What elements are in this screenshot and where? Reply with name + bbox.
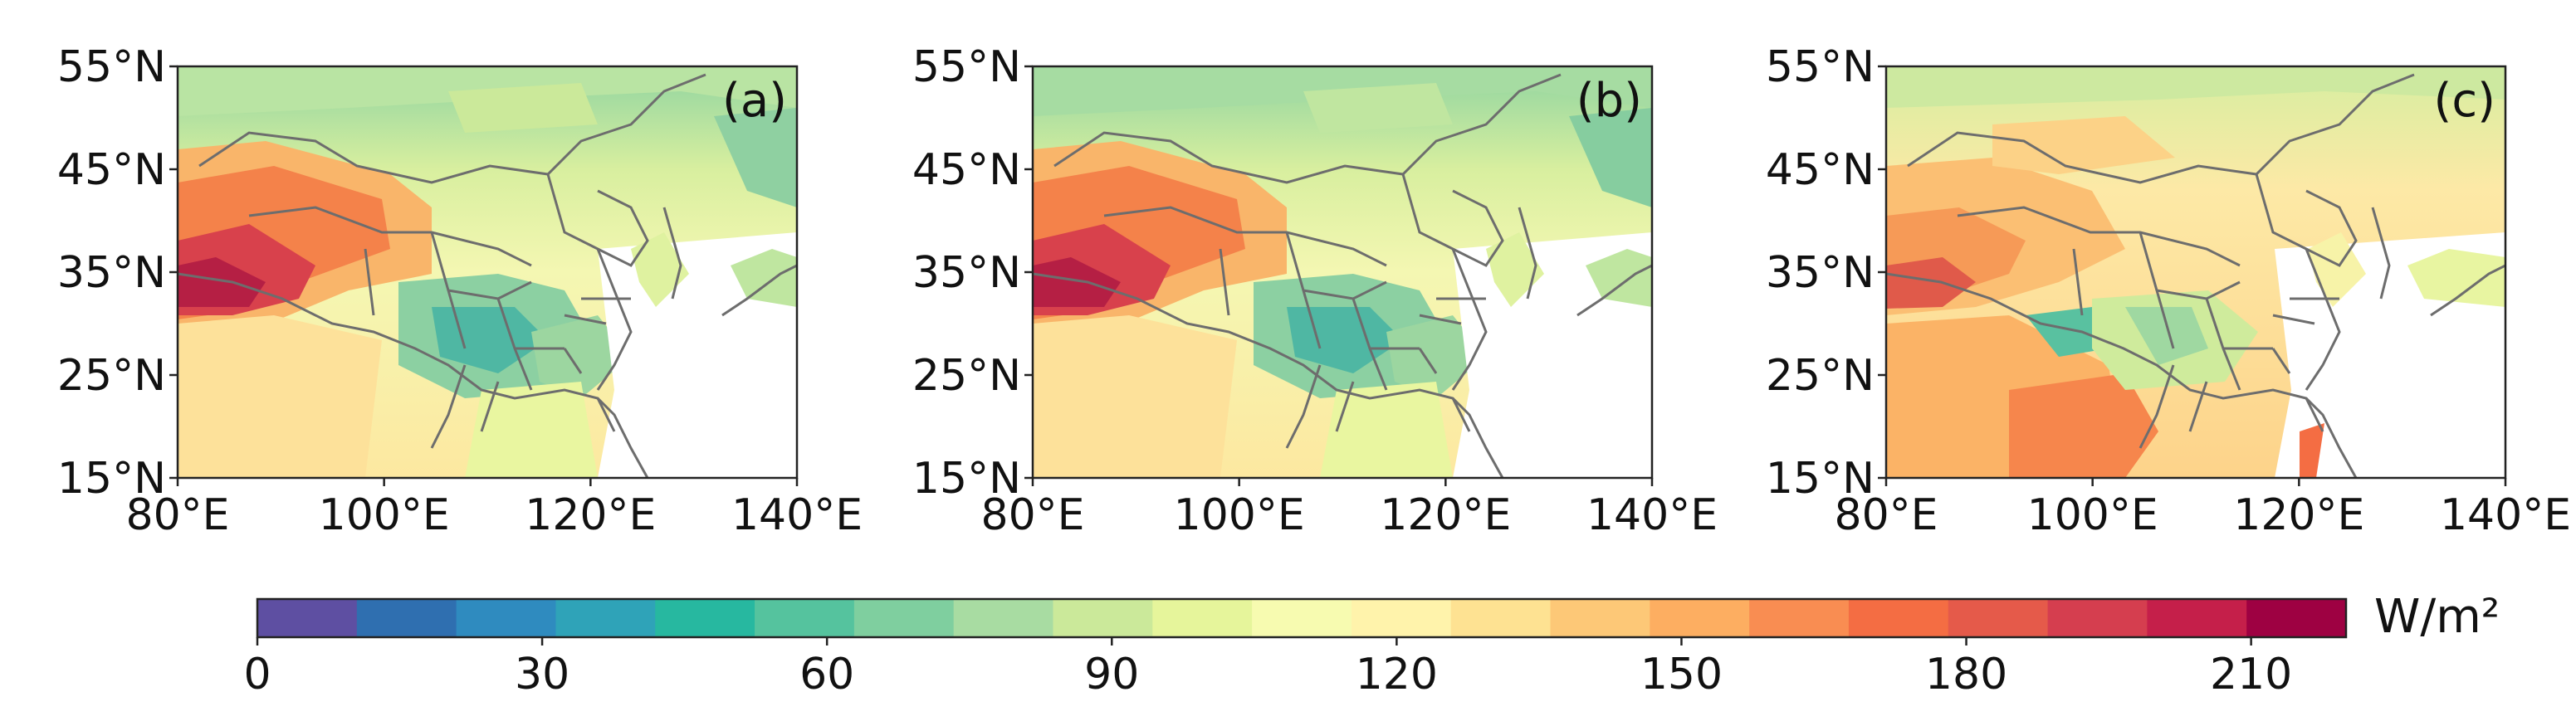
- colorbar-segment: [1650, 599, 1750, 637]
- lon-tick-label-a: 100°E: [319, 490, 450, 540]
- colorbar-segment: [1749, 599, 1850, 637]
- lat-tick-label-b: 55°N: [912, 42, 1021, 92]
- lat-tick-label-c: 15°N: [1766, 454, 1875, 504]
- colorbar-segment: [1550, 599, 1650, 637]
- lon-tick-label-b: 140°E: [1586, 490, 1718, 540]
- lon-tick-label-b: 80°E: [980, 490, 1084, 540]
- colorbar-segment: [755, 599, 855, 637]
- lon-tick-label-b: 100°E: [1174, 490, 1305, 540]
- lat-tick-label-a: 35°N: [57, 248, 166, 298]
- colorbar-segment: [853, 599, 955, 637]
- lon-tick-label-a: 120°E: [525, 490, 656, 540]
- map-panel-b: [1031, 65, 1654, 480]
- lat-tick-label-a: 55°N: [57, 42, 166, 92]
- colorbar-tick-label: 0: [243, 650, 271, 699]
- colorbar-segment: [1053, 599, 1153, 637]
- colorbar-tick-label: 60: [799, 650, 854, 699]
- colorbar-tick-label: 210: [2210, 650, 2292, 699]
- map-panel-a: [176, 65, 799, 480]
- colorbar-segment: [1252, 599, 1352, 637]
- lat-tick-label-c: 25°N: [1766, 351, 1875, 401]
- lat-tick-label-a: 25°N: [57, 351, 166, 401]
- colorbar-segment: [1948, 599, 2049, 637]
- colorbar-segment: [1848, 599, 1949, 637]
- colorbar-segment: [1152, 599, 1253, 637]
- colorbar-tick-label: 150: [1640, 650, 1723, 699]
- colorbar-segment: [655, 599, 755, 637]
- colorbar-tick-label: 180: [1925, 650, 2007, 699]
- colorbar-tick-label: 30: [515, 650, 569, 699]
- lat-tick-label-b: 15°N: [912, 454, 1021, 504]
- lat-tick-label-b: 35°N: [912, 248, 1021, 298]
- colorbar-segment: [555, 599, 656, 637]
- lat-tick-label-b: 25°N: [912, 351, 1021, 401]
- colorbar-frame: [256, 597, 2348, 639]
- lon-tick-label-c: 140°E: [2440, 490, 2571, 540]
- panel-label-c: (c): [2434, 74, 2495, 128]
- lon-tick-label-a: 140°E: [731, 490, 863, 540]
- lat-tick-label-a: 45°N: [57, 145, 166, 195]
- colorbar-segment: [2246, 599, 2347, 637]
- panel-label-a: (a): [722, 74, 787, 128]
- colorbar-segment: [1351, 599, 1452, 637]
- panel-label-b: (b): [1576, 74, 1642, 128]
- lon-tick-label-c: 120°E: [2233, 490, 2364, 540]
- colorbar-segment: [953, 599, 1053, 637]
- lon-tick-label-c: 100°E: [2027, 490, 2158, 540]
- lon-tick-label-b: 120°E: [1380, 490, 1511, 540]
- lon-tick-label-c: 80°E: [1834, 490, 1938, 540]
- lat-tick-label-b: 45°N: [912, 145, 1021, 195]
- colorbar-segment: [356, 599, 457, 637]
- lon-tick-label-a: 80°E: [125, 490, 229, 540]
- colorbar-segment: [1450, 599, 1552, 637]
- colorbar-segment: [2047, 599, 2148, 637]
- lat-tick-label-a: 15°N: [57, 454, 166, 504]
- colorbar-tick-label: 120: [1356, 650, 1438, 699]
- colorbar-segment: [257, 599, 358, 637]
- colorbar-segment: [456, 599, 556, 637]
- colorbar-tick-label: 90: [1084, 650, 1139, 699]
- colorbar-segment: [2147, 599, 2247, 637]
- lat-tick-label-c: 45°N: [1766, 145, 1875, 195]
- colorbar-unit-label: W/m²: [2374, 590, 2500, 644]
- colorbar: 0 30 60 90 120 150 180 210: [243, 597, 2348, 699]
- map-panel-c: [1884, 65, 2507, 480]
- lat-tick-label-c: 35°N: [1766, 248, 1875, 298]
- lat-tick-label-c: 55°N: [1766, 42, 1875, 92]
